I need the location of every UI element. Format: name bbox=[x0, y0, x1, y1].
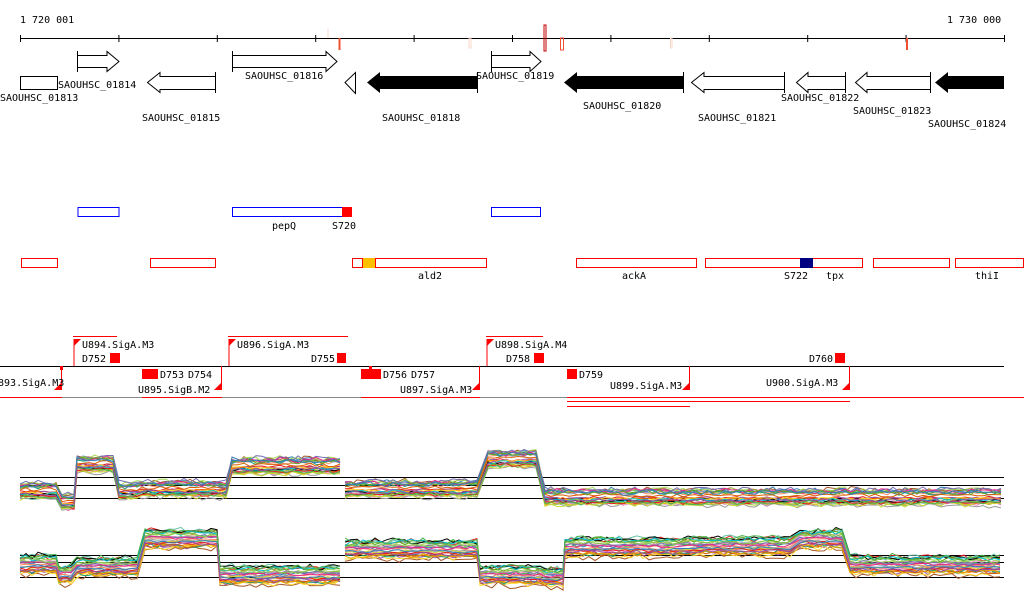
expression-profile-line bbox=[19, 466, 341, 507]
pepq-label: pepQ bbox=[272, 221, 296, 232]
gene-fragment[interactable] bbox=[344, 71, 356, 95]
svg-text:D759: D759 bbox=[579, 370, 603, 381]
gene-saouhsc-01820[interactable]: SAOUHSC_01820 bbox=[564, 72, 684, 112]
expression-profile-line bbox=[344, 543, 1001, 586]
svg-text:D757: D757 bbox=[411, 370, 435, 381]
gene-saouhsc-01822[interactable]: SAOUHSC_01822 bbox=[781, 71, 859, 104]
svg-text:SAOUHSC_01823: SAOUHSC_01823 bbox=[853, 106, 931, 117]
svg-text:SAOUHSC_01821: SAOUHSC_01821 bbox=[698, 113, 776, 124]
gene-saouhsc-01813[interactable]: SAOUHSC_01813 bbox=[0, 76, 78, 105]
svg-text:D752: D752 bbox=[82, 354, 106, 365]
pepq-feature[interactable] bbox=[232, 207, 343, 217]
svg-text:D755: D755 bbox=[311, 354, 335, 365]
expression-profile-line bbox=[344, 460, 1002, 503]
annotation-track-red: ald2 ackA S722 tpx thiI bbox=[21, 258, 1024, 282]
ruler-start: 1 720 001 bbox=[20, 15, 74, 26]
svg-text:SAOUHSC_01814: SAOUHSC_01814 bbox=[58, 80, 136, 91]
svg-text:U897.SigA.M3: U897.SigA.M3 bbox=[400, 385, 472, 396]
expression-profile-line bbox=[19, 528, 341, 571]
svg-text:tpx: tpx bbox=[826, 271, 844, 282]
expression-profile-line bbox=[19, 540, 341, 580]
expression-profile-line bbox=[19, 529, 341, 572]
svg-text:U896.SigA.M3: U896.SigA.M3 bbox=[237, 340, 309, 351]
gene-saouhsc-01823[interactable]: SAOUHSC_01823 bbox=[853, 71, 931, 117]
svg-text:U898.SigA.M4: U898.SigA.M4 bbox=[495, 340, 567, 351]
gene-saouhsc-01818[interactable]: SAOUHSC_01818 bbox=[367, 72, 478, 124]
feature-track: U893.SigA.M3 U894.SigA.M3 D752 U895.SigB… bbox=[0, 336, 1024, 407]
ald2-feature[interactable] bbox=[375, 258, 487, 268]
ruler-marks bbox=[327, 24, 908, 52]
expression-profile-line bbox=[344, 542, 1000, 585]
tpx-feature[interactable] bbox=[705, 258, 863, 268]
expression-profile-line bbox=[344, 449, 1002, 494]
expression-profile-line bbox=[344, 532, 1001, 575]
gene-saouhsc-01821[interactable]: SAOUHSC_01821 bbox=[690, 71, 785, 124]
thii-feature[interactable] bbox=[955, 258, 1024, 268]
expression-profile-line bbox=[344, 448, 1002, 494]
ruler-end: 1 730 000 bbox=[947, 15, 1001, 26]
expression-profile-line bbox=[19, 465, 341, 506]
red-feature[interactable] bbox=[873, 258, 950, 268]
s722-marker[interactable] bbox=[800, 258, 813, 268]
s720-label: S720 bbox=[332, 221, 356, 232]
gene-saouhsc-01819[interactable]: SAOUHSC_01819 bbox=[476, 50, 554, 82]
svg-text:U893.SigA.M3: U893.SigA.M3 bbox=[0, 378, 64, 389]
expression-profile-line bbox=[344, 464, 1002, 509]
expression-profile-line bbox=[344, 530, 1001, 573]
svg-text:D754: D754 bbox=[188, 370, 212, 381]
gene-saouhsc-01824[interactable]: SAOUHSC_01824 bbox=[928, 72, 1006, 130]
coordinate-ruler: 1 720 001 1 730 000 bbox=[20, 15, 1005, 52]
svg-text:SAOUHSC_01819: SAOUHSC_01819 bbox=[476, 71, 554, 82]
expression-profile-line bbox=[344, 527, 1001, 574]
red-feature[interactable] bbox=[352, 258, 363, 268]
gene-saouhsc-01814[interactable]: SAOUHSC_01814 bbox=[58, 50, 136, 91]
expression-profile-line bbox=[344, 451, 1002, 496]
svg-text:SAOUHSC_01818: SAOUHSC_01818 bbox=[382, 113, 460, 124]
svg-text:D760: D760 bbox=[809, 354, 833, 365]
gene-saouhsc-01815[interactable]: SAOUHSC_01815 bbox=[142, 71, 220, 124]
svg-text:U895.SigB.M2: U895.SigB.M2 bbox=[138, 385, 210, 396]
red-feature[interactable] bbox=[21, 258, 58, 268]
expression-profile-line bbox=[19, 532, 341, 575]
blue-feature[interactable] bbox=[77, 207, 120, 217]
expression-profile-line bbox=[344, 526, 1001, 571]
svg-text:thiI: thiI bbox=[975, 271, 999, 282]
expression-profile-line bbox=[344, 536, 1001, 578]
svg-text:ackA: ackA bbox=[622, 271, 646, 282]
expression-profile-line bbox=[344, 449, 1002, 495]
expression-profile-line bbox=[19, 541, 341, 583]
svg-text:S722: S722 bbox=[784, 271, 808, 282]
expression-profile-line bbox=[344, 462, 1002, 506]
svg-text:D756: D756 bbox=[383, 370, 407, 381]
svg-text:SAOUHSC_01820: SAOUHSC_01820 bbox=[583, 101, 661, 112]
yellow-marker[interactable] bbox=[363, 258, 375, 268]
svg-text:ald2: ald2 bbox=[418, 271, 442, 282]
svg-text:U900.SigA.M3: U900.SigA.M3 bbox=[766, 378, 838, 389]
s720-marker[interactable] bbox=[342, 207, 352, 217]
expression-profile-line bbox=[19, 542, 341, 585]
svg-text:D753: D753 bbox=[160, 370, 184, 381]
expression-profile-line bbox=[19, 530, 341, 572]
svg-text:SAOUHSC_01824: SAOUHSC_01824 bbox=[928, 119, 1006, 130]
gene-saouhsc-01816[interactable]: SAOUHSC_01816 bbox=[232, 50, 338, 82]
annotation-track-blue: pepQ S720 bbox=[77, 207, 541, 232]
expression-profile-line bbox=[19, 466, 341, 508]
svg-text:SAOUHSC_01822: SAOUHSC_01822 bbox=[781, 93, 859, 104]
svg-text:SAOUHSC_01816: SAOUHSC_01816 bbox=[245, 71, 323, 82]
expression-panel-1 bbox=[19, 448, 1004, 512]
svg-text:U894.SigA.M3: U894.SigA.M3 bbox=[82, 340, 154, 351]
blue-feature[interactable] bbox=[491, 207, 541, 217]
acka-feature[interactable] bbox=[576, 258, 697, 268]
expression-profile-line bbox=[344, 540, 1001, 582]
expression-profile-line bbox=[344, 450, 1002, 495]
svg-text:U899.SigA.M3: U899.SigA.M3 bbox=[610, 381, 682, 392]
svg-text:SAOUHSC_01815: SAOUHSC_01815 bbox=[142, 113, 220, 124]
svg-text:D758: D758 bbox=[506, 354, 530, 365]
expression-panel-2 bbox=[19, 526, 1004, 591]
red-feature[interactable] bbox=[150, 258, 216, 268]
gene-track: SAOUHSC_01813 SAOUHSC_01814 SAOUHSC_0181… bbox=[0, 50, 1006, 130]
svg-text:SAOUHSC_01813: SAOUHSC_01813 bbox=[0, 93, 78, 104]
